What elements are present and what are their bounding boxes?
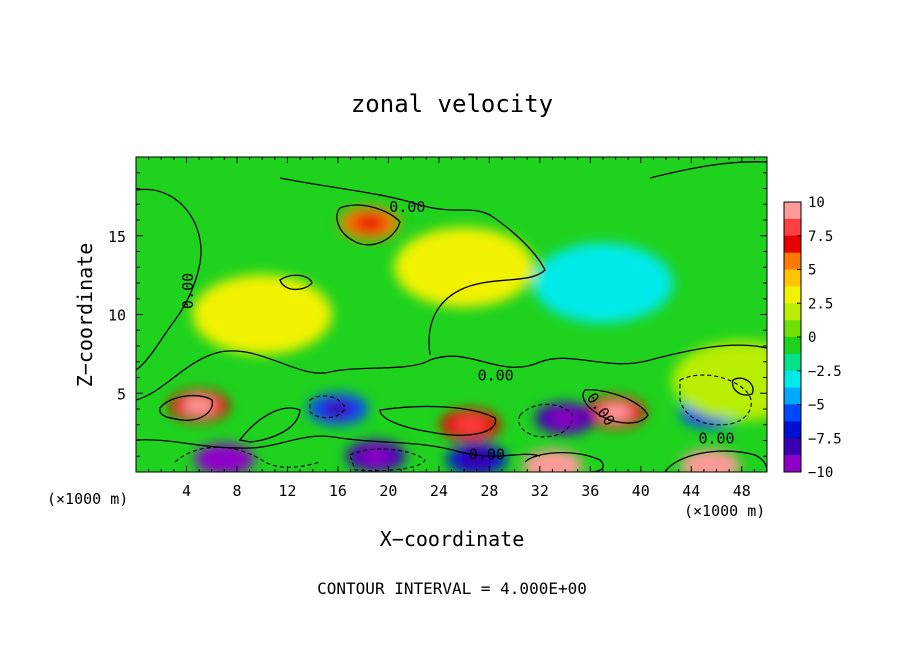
x-tick-label: 48 [733,482,751,500]
colorbar-swatch [784,235,801,254]
colorbar-swatch [784,252,801,270]
x-unit-right: (×1000 m) [684,502,765,520]
field-feature-core [460,450,494,469]
contour-line [136,188,202,371]
colorbar-tick-label: −7.5 [808,431,842,447]
contour-line [379,405,497,436]
colorbar-swatch [784,370,801,389]
colorbar-swatch [784,421,801,439]
field-feature-core [693,456,727,472]
x-tick-label: 8 [232,482,241,500]
y-tick-label: 5 [117,385,126,403]
colorbar-swatch [784,387,801,405]
contour-label: 0.00 [179,273,197,309]
colorbar-tick-label: −10 [808,465,833,481]
contour-line [524,451,604,472]
contour-line [731,377,754,396]
colorbar-swatch [784,286,801,304]
x-tick-label: 36 [581,482,599,500]
x-tick-label: 4 [182,482,191,500]
colorbar: 10 7.5 5 2.5 0 −2.5 −5 −7.5 −10 [783,195,842,481]
contour-line [136,344,767,401]
contour-line [309,395,346,419]
x-tick-label: 12 [278,482,296,500]
contour-line [174,446,321,468]
contour-line [136,435,541,457]
contour-line [349,448,426,472]
field-feature-core [359,447,393,466]
field-feature-core [599,403,633,421]
contour-line [664,450,767,472]
colorbar-tick-label: −2.5 [808,364,842,380]
contour-interval-note: CONTOUR INTERVAL = 4.000E+00 [317,579,587,598]
y-tick-label: 15 [108,228,126,246]
contour-line [518,403,573,438]
contour-label: 0.00 [478,367,514,385]
contour-lines [136,161,767,472]
contour-line [279,177,546,356]
colorbar-tick-label: 7.5 [808,229,833,245]
colorbar-swatch [784,455,801,473]
colorbar-tick-label: 2.5 [808,296,833,312]
x-tick-label: 24 [430,482,448,500]
colorbar-swatch [784,320,801,338]
contour-label: 0.00 [698,430,734,448]
x-axis-ticks: 4 8 12 16 20 24 28 32 36 40 44 48 [148,157,755,500]
x-tick-label: 16 [329,482,347,500]
field-feature [532,243,673,323]
colorbar-swatch [784,218,801,237]
colorbar-swatch [784,337,801,355]
y-tick-label: 10 [108,307,126,325]
contour-line [649,161,767,179]
colorbar-swatch [784,353,801,372]
contour-label: 0.00 [389,198,425,216]
colorbar-swatch [784,438,801,456]
field-blobs [169,207,767,472]
x-tick-label: 28 [480,482,498,500]
colorbar-tick-label: 10 [808,195,825,211]
contour-line [336,204,401,246]
field-feature-core [207,450,241,469]
colorbar-tick-label: 0 [808,330,816,346]
contour-line [679,374,752,426]
colorbar-swatch [784,404,801,422]
contour-line [279,274,313,291]
plot-area: 0.000.000.000.000.000.00 [136,157,767,472]
colorbar-swatch [784,269,801,287]
field-feature [671,340,767,421]
x-tick-label: 44 [682,482,700,500]
field-feature-core [321,400,355,418]
chart-title: zonal velocity [351,90,553,118]
colorbar-swatch [784,202,801,220]
field-feature-core [453,415,487,434]
field-feature [394,227,535,308]
field-feature-core [548,409,582,428]
field-feature-core [535,456,569,472]
contour-line [159,394,213,421]
x-unit-left: (×1000 m) [47,490,128,508]
colorbar-swatch [784,303,801,321]
x-tick-label: 20 [379,482,397,500]
contour-line [582,389,649,424]
field-feature-core [352,214,386,232]
contour-line [238,407,301,443]
x-tick-label: 40 [632,482,650,500]
contour-label: 0.00 [469,445,505,463]
contour-lines-dashed [174,374,752,472]
x-axis-label: X−coordinate [380,527,525,551]
y-axis-label: Z−coordinate [73,243,97,388]
field-feature [192,274,333,355]
field-feature-core [182,397,216,415]
x-tick-label: 32 [531,482,549,500]
colorbar-tick-label: −5 [808,398,825,414]
colorbar-tick-label: 5 [808,263,816,279]
y-axis-ticks: 5 10 15 [108,172,767,457]
